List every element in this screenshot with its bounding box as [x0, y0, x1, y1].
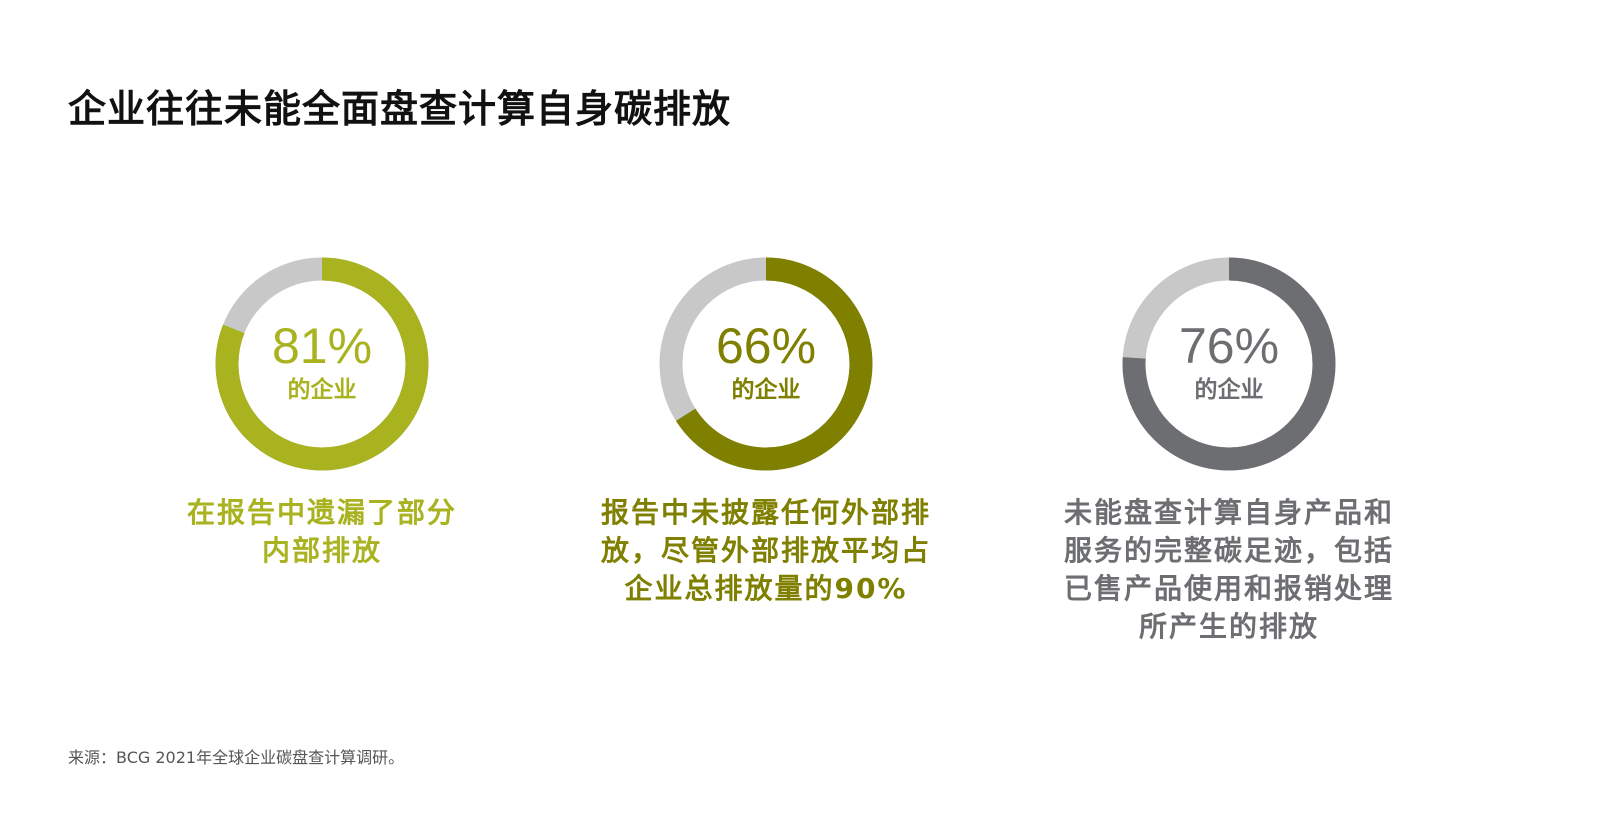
- donut-chart-1: 81% 的企业: [214, 256, 430, 472]
- donut-arc-2: [659, 257, 873, 471]
- percent-sublabel: 的企业: [287, 377, 357, 403]
- stat-description-2: 报告中未披露任何外部排 放，尽管外部排放平均占 企业总排放量的90%: [601, 494, 931, 608]
- stat-description-3: 未能盘查计算自身产品和 服务的完整碳足迹，包括 已售产品使用和报销处理 所产生的…: [1064, 494, 1394, 646]
- description-line: 放，尽管外部排放平均占: [600, 534, 931, 567]
- donut-center-1: 81% 的企业: [214, 256, 430, 472]
- description-line: 所产生的排放: [1138, 610, 1319, 643]
- percent-value: 76%: [1178, 318, 1280, 374]
- donut-svg-1: [215, 257, 429, 471]
- description-line: 在报告中遗漏了部分: [186, 496, 457, 529]
- stat-description-1: 在报告中遗漏了部分 内部排放: [187, 494, 457, 570]
- percent-sublabel: 的企业: [731, 377, 801, 403]
- percent-sublabel: 的企业: [1194, 377, 1264, 403]
- description-line: 服务的完整碳足迹，包括: [1063, 534, 1394, 567]
- donut-chart-2: 66% 的企业: [658, 256, 874, 472]
- donut-center-2: 66% 的企业: [658, 256, 874, 472]
- percent-value: 66%: [715, 318, 817, 374]
- description-line: 企业总排放量的90%: [624, 572, 908, 605]
- stat-card-3: 76% 的企业 未能盘查计算自身产品和 服务的完整碳足迹，包括 已售产品使用和报…: [1014, 256, 1444, 646]
- page-title: 企业往往未能全面盘查计算自身碳排放: [68, 87, 732, 131]
- donut-svg-3: [1122, 257, 1336, 471]
- donut-chart-3: 76% 的企业: [1121, 256, 1337, 472]
- description-line: 内部排放: [261, 534, 382, 567]
- source-note: 来源：BCG 2021年全球企业碳盘查计算调研。: [68, 748, 405, 767]
- description-line: 报告中未披露任何外部排: [600, 496, 931, 529]
- donut-arc-3: [1122, 257, 1336, 471]
- donut-center-3: 76% 的企业: [1121, 256, 1337, 472]
- stat-card-1: 81% 的企业 在报告中遗漏了部分 内部排放: [107, 256, 537, 570]
- donut-arc-1: [215, 257, 429, 471]
- percent-value: 81%: [271, 318, 373, 374]
- stat-card-2: 66% 的企业 报告中未披露任何外部排 放，尽管外部排放平均占 企业总排放量的9…: [551, 256, 981, 608]
- description-line: 已售产品使用和报销处理: [1063, 572, 1394, 605]
- description-line: 未能盘查计算自身产品和: [1063, 496, 1394, 529]
- donut-svg-2: [659, 257, 873, 471]
